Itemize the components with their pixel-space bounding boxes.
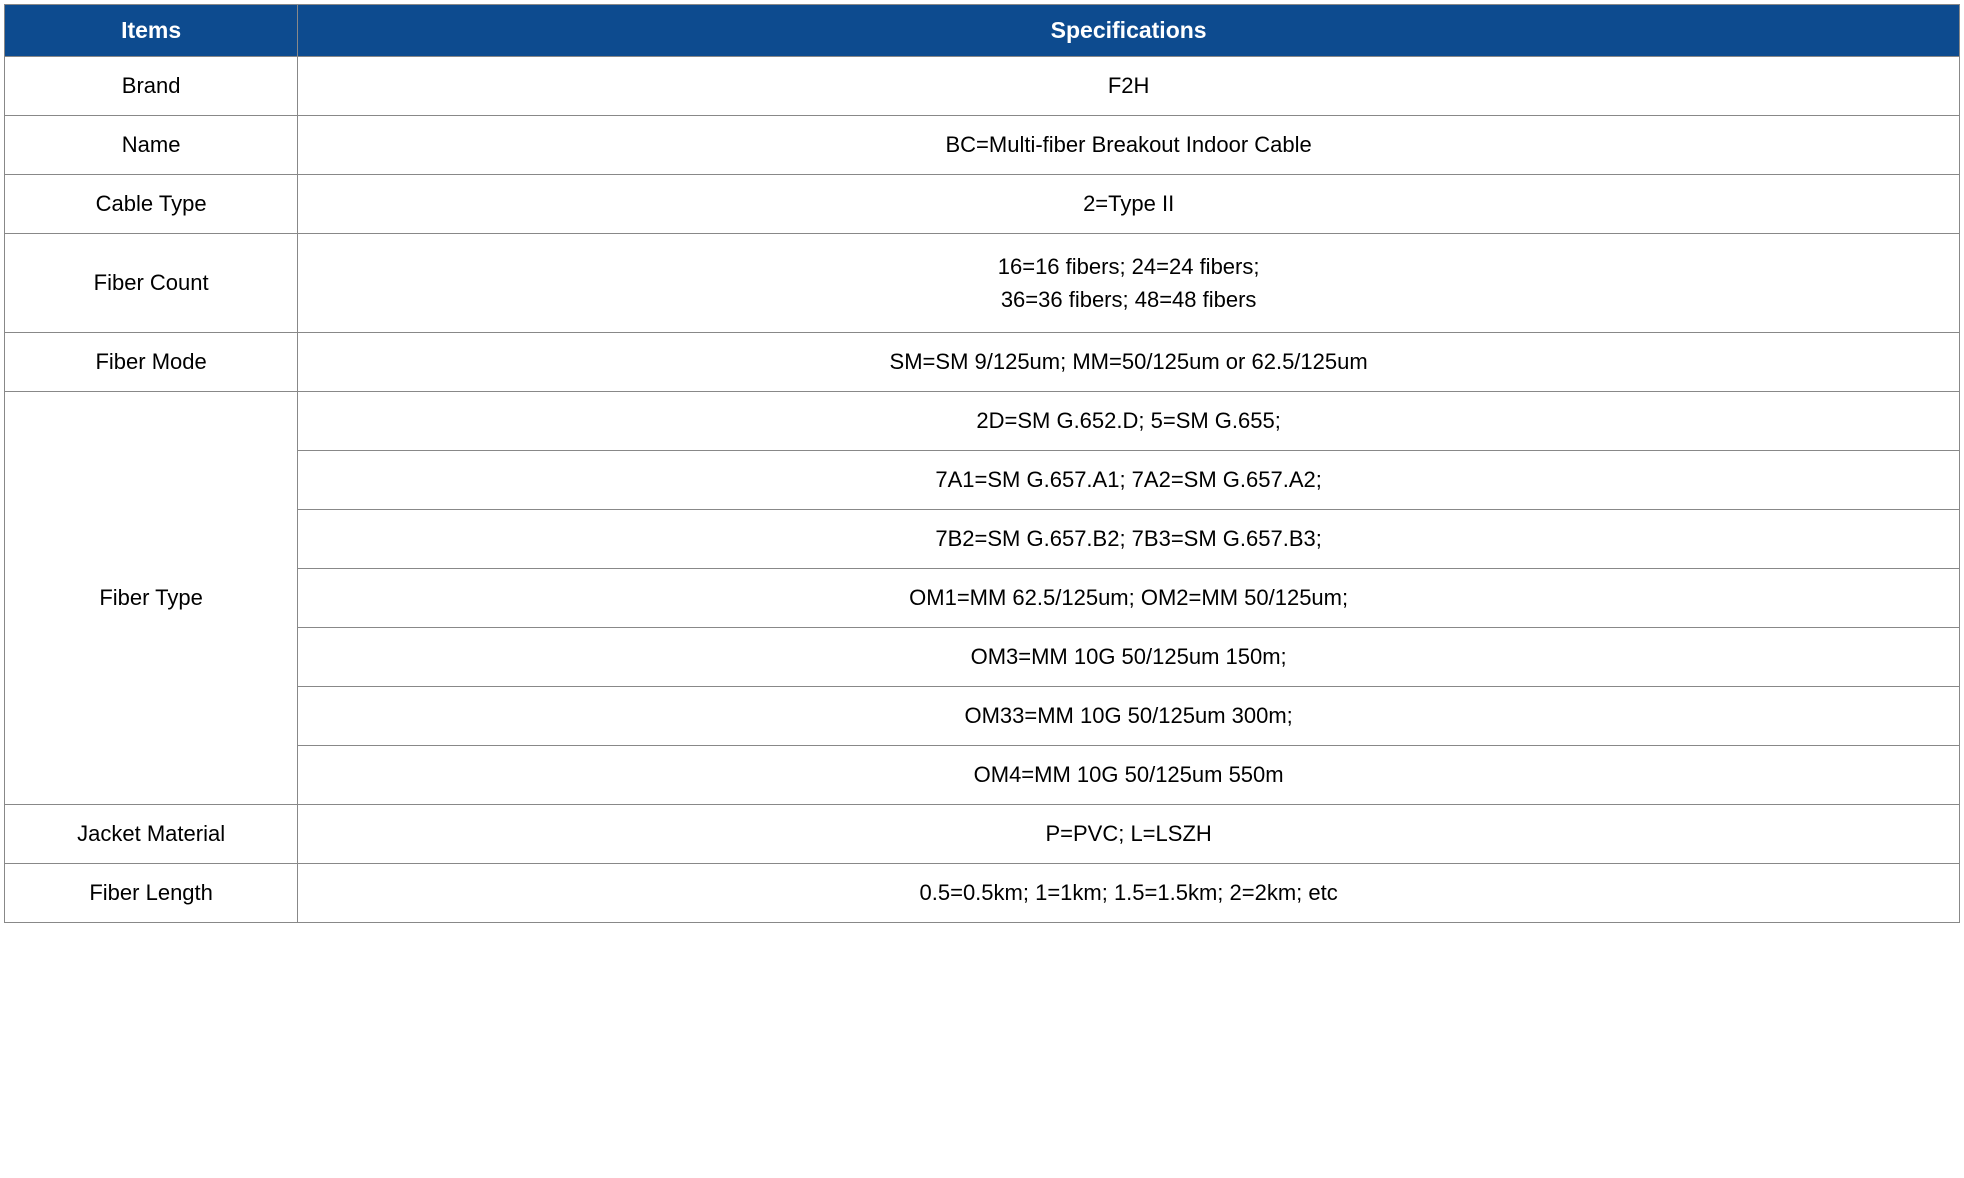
table-row: Brand F2H [5, 57, 1960, 116]
table-row: Fiber Count 16=16 fibers; 24=24 fibers; … [5, 234, 1960, 333]
table-row: 7A1=SM G.657.A1; 7A2=SM G.657.A2; [5, 451, 1960, 510]
table-header-row: Items Specifications [5, 5, 1960, 57]
table-row: Jacket Material P=PVC; L=LSZH [5, 805, 1960, 864]
table-row: OM1=MM 62.5/125um; OM2=MM 50/125um; [5, 569, 1960, 628]
label-fiber-count: Fiber Count [5, 234, 298, 333]
value-fiber-type-6: OM4=MM 10G 50/125um 550m [298, 746, 1960, 805]
value-brand: F2H [298, 57, 1960, 116]
label-name: Name [5, 116, 298, 175]
spec-table: Items Specifications Brand F2H Name BC=M… [4, 4, 1960, 923]
value-name: BC=Multi-fiber Breakout Indoor Cable [298, 116, 1960, 175]
table-row: Cable Type 2=Type II [5, 175, 1960, 234]
header-specifications: Specifications [298, 5, 1960, 57]
label-fiber-mode: Fiber Mode [5, 333, 298, 392]
value-fiber-type-0: 2D=SM G.652.D; 5=SM G.655; [298, 392, 1960, 451]
value-fiber-count: 16=16 fibers; 24=24 fibers; 36=36 fibers… [298, 234, 1960, 333]
label-brand: Brand [5, 57, 298, 116]
value-fiber-mode: SM=SM 9/125um; MM=50/125um or 62.5/125um [298, 333, 1960, 392]
value-fiber-type-5: OM33=MM 10G 50/125um 300m; [298, 687, 1960, 746]
fiber-count-line1: 16=16 fibers; 24=24 fibers; [298, 250, 1959, 283]
fiber-count-line2: 36=36 fibers; 48=48 fibers [298, 283, 1959, 316]
table-row: OM3=MM 10G 50/125um 150m; [5, 628, 1960, 687]
table-row: OM33=MM 10G 50/125um 300m; [5, 687, 1960, 746]
value-jacket-material: P=PVC; L=LSZH [298, 805, 1960, 864]
value-fiber-length: 0.5=0.5km; 1=1km; 1.5=1.5km; 2=2km; etc [298, 864, 1960, 923]
label-cable-type: Cable Type [5, 175, 298, 234]
label-fiber-length: Fiber Length [5, 864, 298, 923]
table-row: OM4=MM 10G 50/125um 550m [5, 746, 1960, 805]
header-items: Items [5, 5, 298, 57]
label-jacket-material: Jacket Material [5, 805, 298, 864]
value-fiber-type-1: 7A1=SM G.657.A1; 7A2=SM G.657.A2; [298, 451, 1960, 510]
value-fiber-type-4: OM3=MM 10G 50/125um 150m; [298, 628, 1960, 687]
table-row: Fiber Length 0.5=0.5km; 1=1km; 1.5=1.5km… [5, 864, 1960, 923]
value-fiber-type-3: OM1=MM 62.5/125um; OM2=MM 50/125um; [298, 569, 1960, 628]
table-row: Fiber Type 2D=SM G.652.D; 5=SM G.655; [5, 392, 1960, 451]
table-row: 7B2=SM G.657.B2; 7B3=SM G.657.B3; [5, 510, 1960, 569]
table-row: Name BC=Multi-fiber Breakout Indoor Cabl… [5, 116, 1960, 175]
value-fiber-type-2: 7B2=SM G.657.B2; 7B3=SM G.657.B3; [298, 510, 1960, 569]
value-cable-type: 2=Type II [298, 175, 1960, 234]
label-fiber-type: Fiber Type [5, 392, 298, 805]
table-row: Fiber Mode SM=SM 9/125um; MM=50/125um or… [5, 333, 1960, 392]
